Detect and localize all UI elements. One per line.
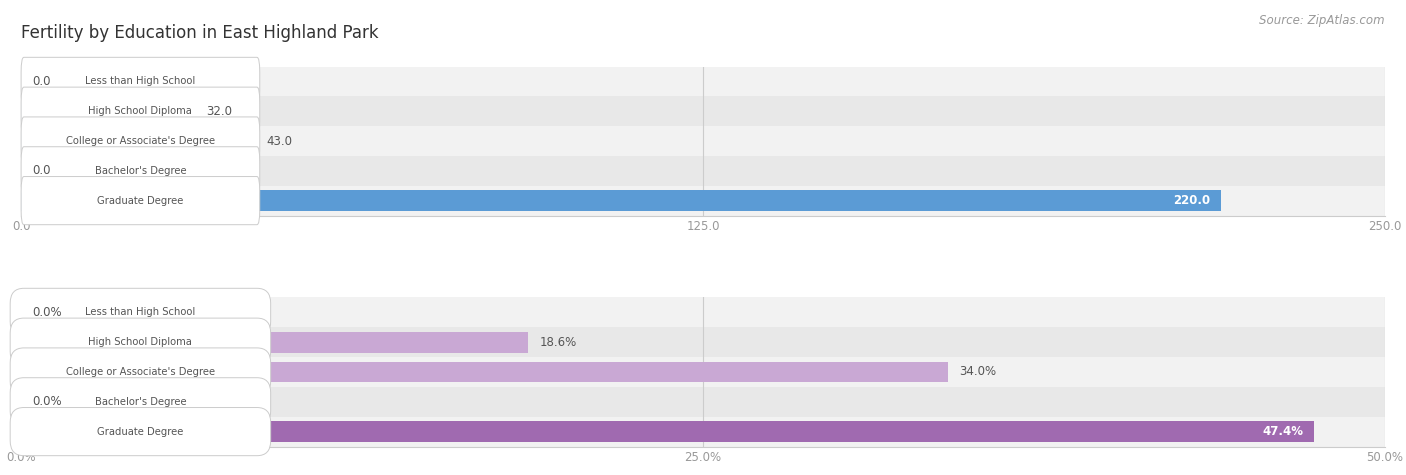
Text: Bachelor's Degree: Bachelor's Degree: [94, 397, 186, 407]
Bar: [21, 417, 1385, 446]
FancyBboxPatch shape: [21, 147, 260, 195]
Bar: [21, 190, 1222, 211]
Text: 0.0%: 0.0%: [32, 395, 62, 408]
Text: 43.0: 43.0: [267, 134, 292, 148]
Bar: [21, 361, 949, 382]
Text: 32.0: 32.0: [207, 104, 232, 118]
Text: College or Associate's Degree: College or Associate's Degree: [66, 136, 215, 146]
FancyBboxPatch shape: [10, 288, 271, 336]
Bar: [21, 96, 1385, 126]
Bar: [21, 156, 1385, 186]
FancyBboxPatch shape: [21, 57, 260, 105]
Text: 220.0: 220.0: [1173, 194, 1211, 207]
Bar: [21, 357, 1385, 387]
Text: 0.0%: 0.0%: [32, 306, 62, 319]
Text: Bachelor's Degree: Bachelor's Degree: [94, 166, 186, 176]
Text: 18.6%: 18.6%: [540, 336, 576, 349]
Text: High School Diploma: High School Diploma: [89, 106, 193, 116]
FancyBboxPatch shape: [21, 177, 260, 225]
FancyBboxPatch shape: [10, 348, 271, 396]
Bar: [21, 327, 1385, 357]
Bar: [21, 126, 1385, 156]
Bar: [21, 297, 1385, 327]
Text: Graduate Degree: Graduate Degree: [97, 427, 184, 437]
Text: 0.0: 0.0: [32, 75, 51, 88]
FancyBboxPatch shape: [21, 87, 260, 135]
Text: Less than High School: Less than High School: [86, 307, 195, 317]
Text: 34.0%: 34.0%: [959, 365, 997, 379]
FancyBboxPatch shape: [10, 408, 271, 456]
Bar: [21, 101, 195, 122]
Text: Less than High School: Less than High School: [86, 76, 195, 86]
Bar: [21, 66, 1385, 96]
Text: Source: ZipAtlas.com: Source: ZipAtlas.com: [1260, 14, 1385, 27]
Bar: [21, 186, 1385, 216]
Text: 47.4%: 47.4%: [1263, 425, 1303, 438]
Bar: [21, 332, 529, 352]
Text: Fertility by Education in East Highland Park: Fertility by Education in East Highland …: [21, 24, 378, 42]
Bar: [21, 131, 256, 152]
FancyBboxPatch shape: [21, 117, 260, 165]
FancyBboxPatch shape: [10, 378, 271, 426]
Text: Graduate Degree: Graduate Degree: [97, 196, 184, 206]
Bar: [21, 421, 1315, 442]
Text: 0.0: 0.0: [32, 164, 51, 177]
Text: College or Associate's Degree: College or Associate's Degree: [66, 367, 215, 377]
Bar: [21, 387, 1385, 417]
FancyBboxPatch shape: [10, 318, 271, 366]
Text: High School Diploma: High School Diploma: [89, 337, 193, 347]
